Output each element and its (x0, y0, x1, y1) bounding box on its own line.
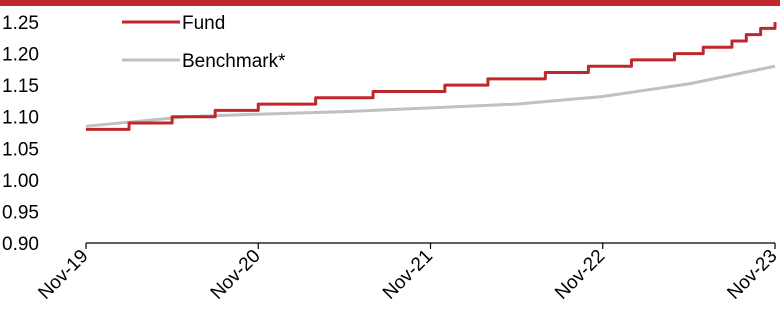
y-tick-label: 1.20 (2, 45, 39, 66)
x-tick-label: Nov-20 (207, 246, 265, 304)
top-brand-bar (0, 0, 780, 6)
y-axis-tick-labels: 0.90 0.95 1.00 1.05 1.10 1.15 1.20 1.25 (2, 13, 39, 255)
legend-label-benchmark: Benchmark* (182, 51, 286, 72)
x-tick-label: Nov-21 (379, 246, 437, 304)
y-tick-label: 1.10 (2, 108, 39, 129)
series-layer (86, 22, 775, 129)
x-axis-tick-labels: Nov-19 Nov-20 Nov-21 Nov-22 Nov-23 (34, 246, 780, 304)
y-tick-label: 1.15 (2, 76, 39, 97)
x-axis-tick-marks (86, 243, 775, 249)
y-tick-label: 1.00 (2, 171, 39, 192)
x-tick-label: Nov-22 (551, 246, 609, 304)
y-tick-label: 0.90 (2, 234, 39, 255)
x-tick-label: Nov-23 (723, 246, 780, 304)
series-line-fund (86, 22, 775, 129)
legend-label-fund: Fund (182, 13, 225, 34)
y-tick-label: 1.25 (2, 13, 39, 34)
legend: Fund Benchmark* (122, 13, 286, 72)
x-tick-label: Nov-19 (34, 246, 92, 304)
y-tick-label: 1.05 (2, 139, 39, 160)
y-tick-label: 0.95 (2, 202, 39, 223)
